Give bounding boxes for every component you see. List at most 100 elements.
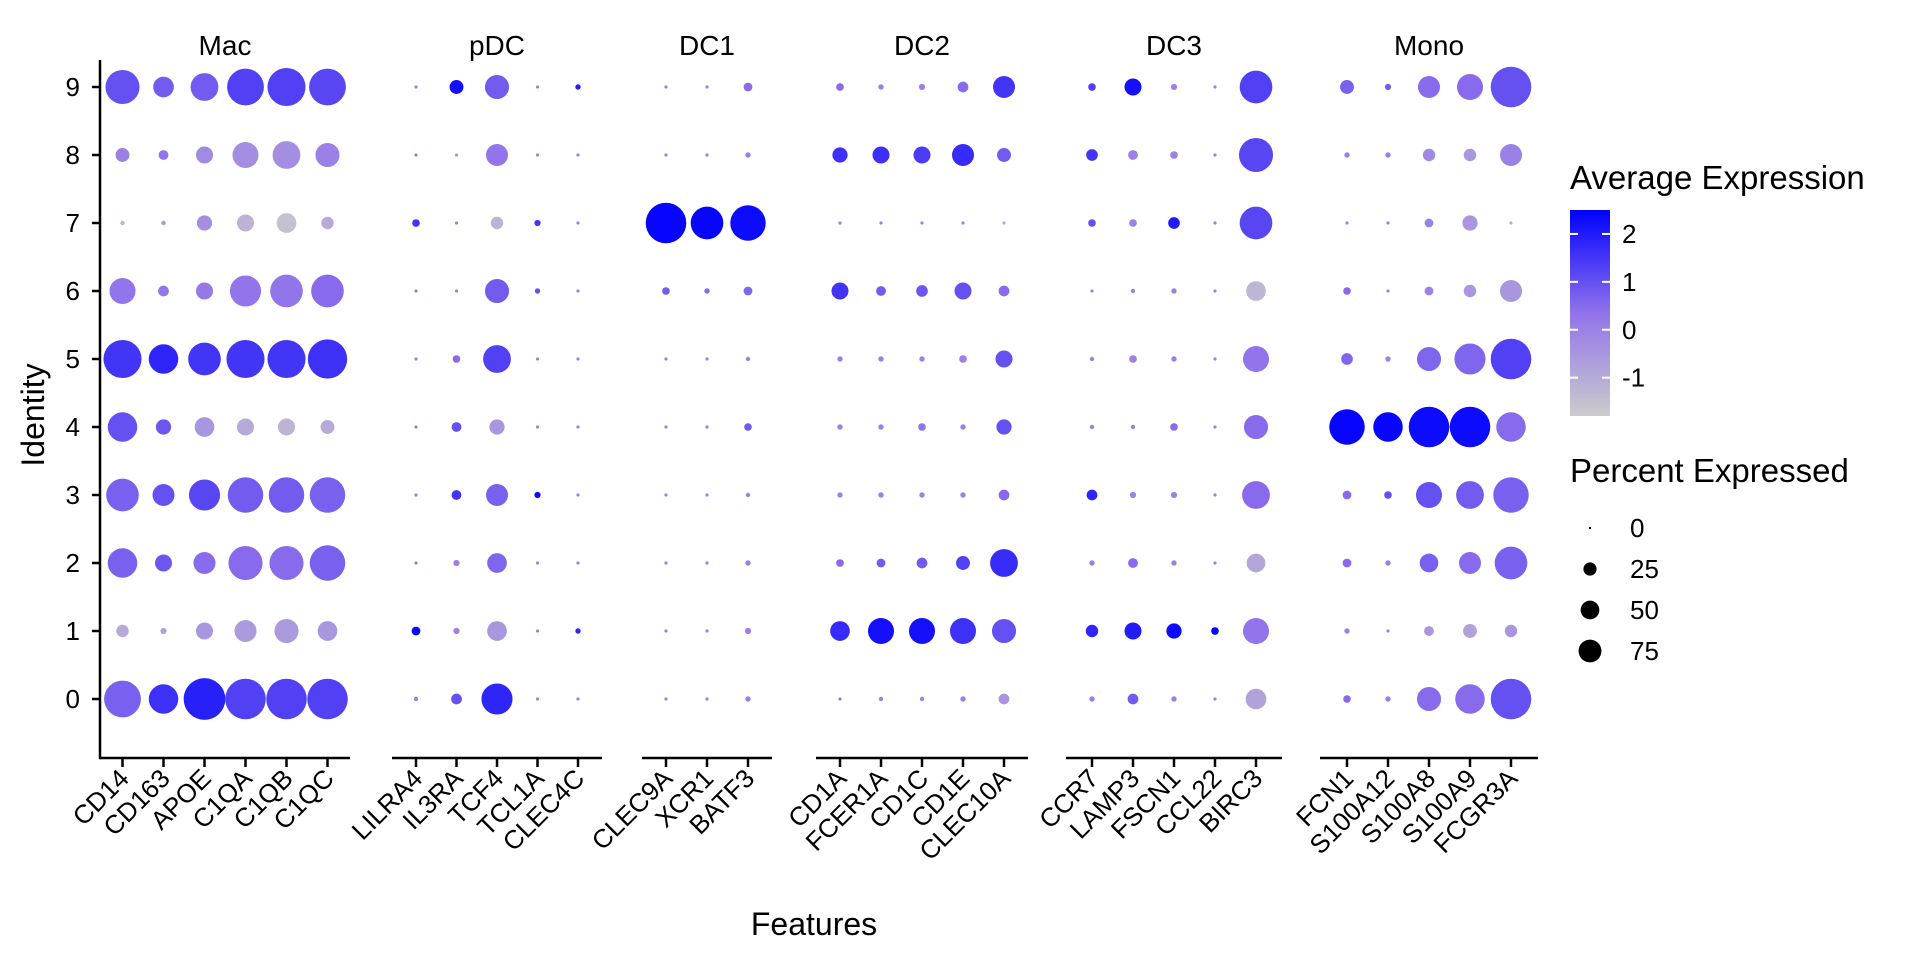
dot <box>229 275 262 307</box>
dot <box>1504 624 1518 638</box>
dot <box>1088 219 1096 227</box>
dot <box>267 67 306 107</box>
dot <box>1418 76 1440 98</box>
dot <box>1171 696 1177 702</box>
dot <box>451 693 462 705</box>
dot <box>1242 617 1270 645</box>
dot <box>486 144 508 166</box>
dot <box>190 73 219 101</box>
dot <box>411 626 421 636</box>
dot <box>1245 688 1267 710</box>
dot <box>705 153 709 157</box>
dot <box>414 561 418 565</box>
dot <box>534 219 541 227</box>
y-tick-label: 9 <box>66 72 80 102</box>
dot <box>414 153 418 157</box>
dot <box>998 489 1010 501</box>
size-legend-title: Percent Expressed <box>1570 452 1849 489</box>
dot <box>1246 281 1266 301</box>
dot <box>995 350 1013 368</box>
dot <box>320 420 335 434</box>
dot <box>1344 152 1350 158</box>
dot <box>227 68 264 106</box>
dot <box>195 146 214 164</box>
dot <box>1493 477 1529 513</box>
dot <box>1341 353 1353 365</box>
dot <box>576 289 580 293</box>
dot <box>1343 287 1351 295</box>
dot <box>109 277 136 305</box>
dot <box>153 76 174 98</box>
dot <box>1415 481 1443 509</box>
dot <box>836 559 844 567</box>
dot <box>745 492 751 498</box>
dot <box>960 492 966 498</box>
dot <box>154 554 173 572</box>
dot <box>831 282 849 300</box>
x-axis-title: Features <box>751 906 877 942</box>
dot <box>317 621 338 641</box>
dot <box>730 205 766 241</box>
dot <box>952 144 974 166</box>
dot <box>960 696 966 702</box>
dot <box>107 548 138 578</box>
dot <box>1386 289 1390 293</box>
dot <box>535 153 540 157</box>
dot <box>1239 70 1273 104</box>
dot <box>1238 137 1274 173</box>
dot <box>1243 414 1269 440</box>
dot <box>1490 678 1532 720</box>
dot <box>832 147 848 163</box>
dot <box>228 545 263 581</box>
dot <box>745 356 751 362</box>
dot <box>645 202 687 244</box>
dot <box>107 412 138 442</box>
dot <box>276 213 297 233</box>
color-legend-title: Average Expression <box>1570 159 1865 196</box>
dot <box>1462 215 1478 231</box>
dot <box>535 85 540 89</box>
dot <box>705 425 709 429</box>
dot <box>194 417 215 437</box>
dot <box>1459 552 1481 574</box>
dot <box>664 629 668 633</box>
dot <box>535 561 540 565</box>
dot <box>193 552 216 574</box>
dot <box>1424 286 1434 296</box>
dot <box>913 146 931 164</box>
dot <box>148 684 179 714</box>
dot <box>961 221 965 225</box>
dot <box>534 491 541 499</box>
dot <box>1128 150 1138 160</box>
y-axis-title: Identity <box>15 363 51 466</box>
dot <box>1384 491 1392 499</box>
facet-title: pDC <box>469 30 525 61</box>
y-tick-label: 2 <box>66 548 80 578</box>
dot <box>743 82 753 92</box>
dot <box>1449 406 1491 448</box>
dot <box>876 558 886 568</box>
dot <box>115 148 130 162</box>
dot <box>267 339 306 379</box>
dot <box>705 561 709 565</box>
dot <box>1454 343 1486 375</box>
dot <box>1386 221 1390 225</box>
dot <box>1500 280 1522 302</box>
dot <box>745 696 751 702</box>
dot <box>1416 346 1442 372</box>
dot <box>908 617 936 645</box>
dot <box>1124 622 1142 640</box>
dot <box>104 680 141 718</box>
dot <box>1171 356 1177 362</box>
dot <box>490 216 504 230</box>
dot <box>1124 78 1142 96</box>
dot <box>830 621 850 641</box>
dot <box>1130 288 1136 294</box>
y-tick-label: 0 <box>66 684 80 714</box>
dot <box>838 221 842 225</box>
dot <box>158 285 169 297</box>
dot <box>311 274 344 308</box>
